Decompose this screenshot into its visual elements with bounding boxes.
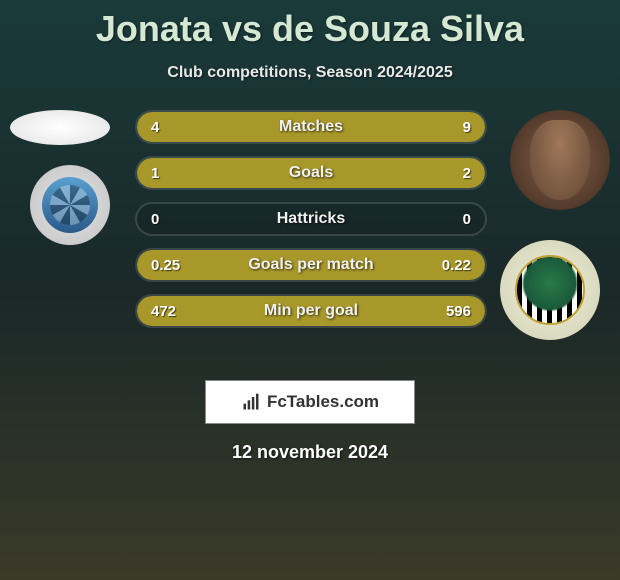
club-left-badge <box>30 165 110 245</box>
player-left-photo <box>10 110 110 145</box>
page-subtitle: Club competitions, Season 2024/2025 <box>0 64 620 82</box>
stat-label: Min per goal <box>137 296 485 326</box>
stat-label: Hattricks <box>137 204 485 234</box>
branding-text: FcTables.com <box>267 392 379 412</box>
stat-label: Matches <box>137 112 485 142</box>
stat-row: 00Hattricks <box>135 202 487 236</box>
stat-label: Goals per match <box>137 250 485 280</box>
club-right-badge <box>500 240 600 340</box>
branding-badge: FcTables.com <box>205 380 415 424</box>
stat-row: 0.250.22Goals per match <box>135 248 487 282</box>
page-title: Jonata vs de Souza Silva <box>0 0 620 50</box>
stat-label: Goals <box>137 158 485 188</box>
stat-row: 12Goals <box>135 156 487 190</box>
player-right-photo <box>510 110 610 210</box>
comparison-date: 12 november 2024 <box>0 442 620 463</box>
stat-row: 49Matches <box>135 110 487 144</box>
stat-row: 472596Min per goal <box>135 294 487 328</box>
stats-container: 49Matches 12Goals 00Hattricks 0.250.22Goals… <box>135 110 487 340</box>
comparison-panel: 49Matches 12Goals 00Hattricks 0.250.22Goals… <box>0 110 620 370</box>
chart-icon <box>241 392 261 412</box>
